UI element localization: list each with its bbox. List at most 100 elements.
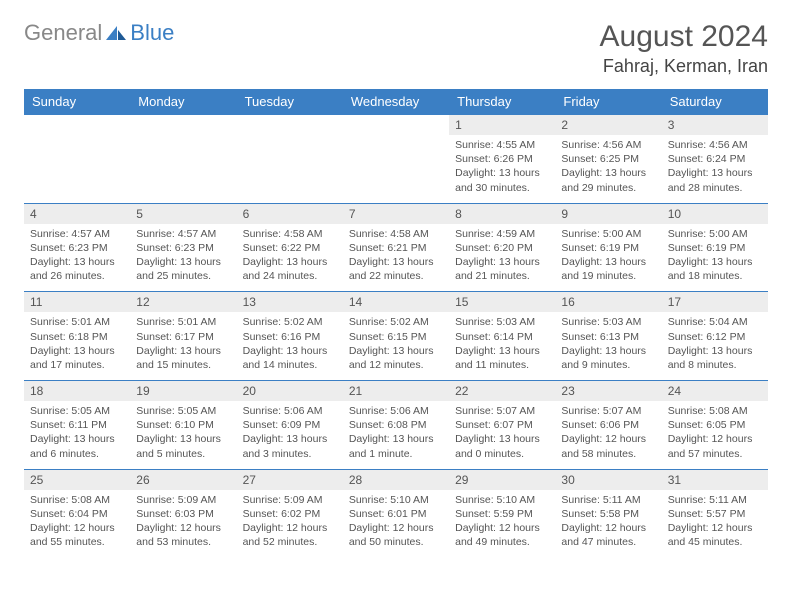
calendar-cell: 6Sunrise: 4:58 AMSunset: 6:22 PMDaylight…	[237, 203, 343, 292]
calendar-cell: 7Sunrise: 4:58 AMSunset: 6:21 PMDaylight…	[343, 203, 449, 292]
title-location: Fahraj, Kerman, Iran	[600, 56, 768, 77]
calendar-body: 1Sunrise: 4:55 AMSunset: 6:26 PMDaylight…	[24, 115, 768, 558]
calendar-cell: 27Sunrise: 5:09 AMSunset: 6:02 PMDayligh…	[237, 469, 343, 557]
calendar-table: SundayMondayTuesdayWednesdayThursdayFrid…	[24, 89, 768, 557]
calendar-cell: 28Sunrise: 5:10 AMSunset: 6:01 PMDayligh…	[343, 469, 449, 557]
calendar-cell: 5Sunrise: 4:57 AMSunset: 6:23 PMDaylight…	[130, 203, 236, 292]
weekday-header: Tuesday	[237, 89, 343, 115]
day-details: Sunrise: 4:57 AMSunset: 6:23 PMDaylight:…	[130, 224, 236, 292]
day-number: 16	[555, 292, 661, 312]
weekday-header: Wednesday	[343, 89, 449, 115]
day-details: Sunrise: 4:58 AMSunset: 6:22 PMDaylight:…	[237, 224, 343, 292]
day-number: 31	[662, 470, 768, 490]
calendar-cell: 24Sunrise: 5:08 AMSunset: 6:05 PMDayligh…	[662, 381, 768, 470]
day-details: Sunrise: 4:59 AMSunset: 6:20 PMDaylight:…	[449, 224, 555, 292]
calendar-cell: 2Sunrise: 4:56 AMSunset: 6:25 PMDaylight…	[555, 115, 661, 204]
calendar-cell: 11Sunrise: 5:01 AMSunset: 6:18 PMDayligh…	[24, 292, 130, 381]
day-details: Sunrise: 5:01 AMSunset: 6:18 PMDaylight:…	[24, 312, 130, 380]
calendar-cell: 18Sunrise: 5:05 AMSunset: 6:11 PMDayligh…	[24, 381, 130, 470]
day-number	[24, 115, 130, 135]
day-number	[237, 115, 343, 135]
weekday-header: Thursday	[449, 89, 555, 115]
day-number: 27	[237, 470, 343, 490]
calendar-cell: 15Sunrise: 5:03 AMSunset: 6:14 PMDayligh…	[449, 292, 555, 381]
day-number: 1	[449, 115, 555, 135]
logo-sail-icon	[104, 24, 128, 42]
calendar-cell: 22Sunrise: 5:07 AMSunset: 6:07 PMDayligh…	[449, 381, 555, 470]
day-details: Sunrise: 5:10 AMSunset: 5:59 PMDaylight:…	[449, 490, 555, 558]
calendar-row: 18Sunrise: 5:05 AMSunset: 6:11 PMDayligh…	[24, 381, 768, 470]
day-number: 30	[555, 470, 661, 490]
calendar-row: 4Sunrise: 4:57 AMSunset: 6:23 PMDaylight…	[24, 203, 768, 292]
calendar-cell	[24, 115, 130, 204]
day-details	[130, 135, 236, 197]
calendar-cell: 12Sunrise: 5:01 AMSunset: 6:17 PMDayligh…	[130, 292, 236, 381]
day-number: 9	[555, 204, 661, 224]
day-details: Sunrise: 4:56 AMSunset: 6:25 PMDaylight:…	[555, 135, 661, 203]
calendar-cell: 19Sunrise: 5:05 AMSunset: 6:10 PMDayligh…	[130, 381, 236, 470]
calendar-cell: 21Sunrise: 5:06 AMSunset: 6:08 PMDayligh…	[343, 381, 449, 470]
day-number: 2	[555, 115, 661, 135]
title-block: August 2024 Fahraj, Kerman, Iran	[600, 20, 768, 77]
day-details: Sunrise: 4:56 AMSunset: 6:24 PMDaylight:…	[662, 135, 768, 203]
day-details: Sunrise: 4:57 AMSunset: 6:23 PMDaylight:…	[24, 224, 130, 292]
calendar-cell: 26Sunrise: 5:09 AMSunset: 6:03 PMDayligh…	[130, 469, 236, 557]
day-number: 18	[24, 381, 130, 401]
day-details: Sunrise: 4:58 AMSunset: 6:21 PMDaylight:…	[343, 224, 449, 292]
logo-text-general: General	[24, 20, 102, 46]
day-number: 7	[343, 204, 449, 224]
day-details: Sunrise: 5:08 AMSunset: 6:05 PMDaylight:…	[662, 401, 768, 469]
day-details: Sunrise: 5:10 AMSunset: 6:01 PMDaylight:…	[343, 490, 449, 558]
day-number: 11	[24, 292, 130, 312]
day-number: 3	[662, 115, 768, 135]
weekday-header: Monday	[130, 89, 236, 115]
day-number: 10	[662, 204, 768, 224]
day-number: 5	[130, 204, 236, 224]
day-details: Sunrise: 5:05 AMSunset: 6:10 PMDaylight:…	[130, 401, 236, 469]
day-number: 28	[343, 470, 449, 490]
weekday-header: Friday	[555, 89, 661, 115]
calendar-cell	[237, 115, 343, 204]
calendar-cell: 13Sunrise: 5:02 AMSunset: 6:16 PMDayligh…	[237, 292, 343, 381]
day-number: 21	[343, 381, 449, 401]
calendar-cell: 4Sunrise: 4:57 AMSunset: 6:23 PMDaylight…	[24, 203, 130, 292]
day-number: 20	[237, 381, 343, 401]
logo-text-blue: Blue	[130, 20, 174, 46]
day-details: Sunrise: 5:01 AMSunset: 6:17 PMDaylight:…	[130, 312, 236, 380]
calendar-cell	[130, 115, 236, 204]
day-details	[24, 135, 130, 197]
calendar-cell: 29Sunrise: 5:10 AMSunset: 5:59 PMDayligh…	[449, 469, 555, 557]
calendar-cell: 14Sunrise: 5:02 AMSunset: 6:15 PMDayligh…	[343, 292, 449, 381]
calendar-cell: 31Sunrise: 5:11 AMSunset: 5:57 PMDayligh…	[662, 469, 768, 557]
calendar-cell: 8Sunrise: 4:59 AMSunset: 6:20 PMDaylight…	[449, 203, 555, 292]
day-details: Sunrise: 4:55 AMSunset: 6:26 PMDaylight:…	[449, 135, 555, 203]
calendar-cell: 3Sunrise: 4:56 AMSunset: 6:24 PMDaylight…	[662, 115, 768, 204]
day-number: 26	[130, 470, 236, 490]
day-details: Sunrise: 5:06 AMSunset: 6:08 PMDaylight:…	[343, 401, 449, 469]
day-details: Sunrise: 5:07 AMSunset: 6:07 PMDaylight:…	[449, 401, 555, 469]
day-details: Sunrise: 5:04 AMSunset: 6:12 PMDaylight:…	[662, 312, 768, 380]
calendar-cell: 17Sunrise: 5:04 AMSunset: 6:12 PMDayligh…	[662, 292, 768, 381]
day-details: Sunrise: 5:09 AMSunset: 6:03 PMDaylight:…	[130, 490, 236, 558]
calendar-row: 25Sunrise: 5:08 AMSunset: 6:04 PMDayligh…	[24, 469, 768, 557]
day-number: 15	[449, 292, 555, 312]
day-number: 13	[237, 292, 343, 312]
calendar-cell: 25Sunrise: 5:08 AMSunset: 6:04 PMDayligh…	[24, 469, 130, 557]
calendar-cell: 20Sunrise: 5:06 AMSunset: 6:09 PMDayligh…	[237, 381, 343, 470]
header: General Blue August 2024 Fahraj, Kerman,…	[24, 20, 768, 77]
day-details: Sunrise: 5:07 AMSunset: 6:06 PMDaylight:…	[555, 401, 661, 469]
calendar-row: 11Sunrise: 5:01 AMSunset: 6:18 PMDayligh…	[24, 292, 768, 381]
day-details: Sunrise: 5:03 AMSunset: 6:14 PMDaylight:…	[449, 312, 555, 380]
day-number: 8	[449, 204, 555, 224]
weekday-header: Sunday	[24, 89, 130, 115]
day-details: Sunrise: 5:00 AMSunset: 6:19 PMDaylight:…	[662, 224, 768, 292]
day-details: Sunrise: 5:03 AMSunset: 6:13 PMDaylight:…	[555, 312, 661, 380]
weekday-header-row: SundayMondayTuesdayWednesdayThursdayFrid…	[24, 89, 768, 115]
day-number	[130, 115, 236, 135]
day-number	[343, 115, 449, 135]
day-number: 24	[662, 381, 768, 401]
calendar-row: 1Sunrise: 4:55 AMSunset: 6:26 PMDaylight…	[24, 115, 768, 204]
title-month: August 2024	[600, 20, 768, 54]
day-details: Sunrise: 5:00 AMSunset: 6:19 PMDaylight:…	[555, 224, 661, 292]
day-number: 29	[449, 470, 555, 490]
